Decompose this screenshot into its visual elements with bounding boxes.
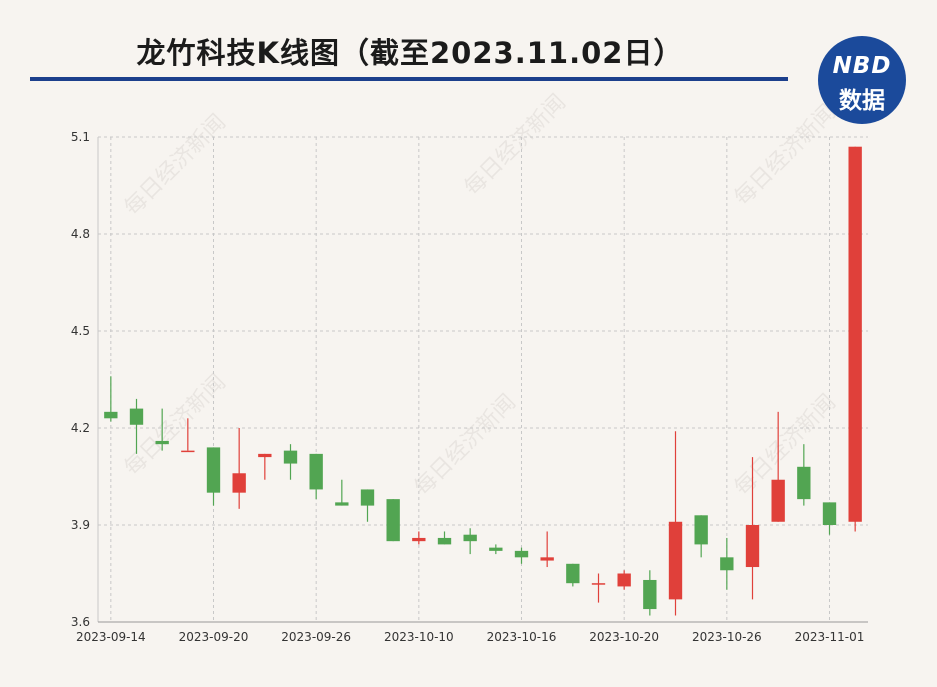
candle-2023-09-25 — [283, 444, 298, 480]
candle-2023-10-23 — [643, 570, 657, 616]
x-tick-label: 2023-09-20 — [179, 630, 249, 644]
title-underline — [30, 77, 788, 81]
candle-2023-09-15 — [129, 398, 144, 454]
candle-body — [694, 515, 708, 545]
candle-body — [617, 573, 631, 587]
candle-body — [155, 440, 169, 445]
candle-2023-10-26 — [720, 537, 734, 590]
chart-title: 龙竹科技K线图（截至2023.11.02日） — [136, 36, 684, 70]
candle-2023-09-28 — [360, 489, 375, 522]
candle-2023-10-09 — [386, 499, 400, 542]
candle-2023-09-18 — [155, 408, 169, 451]
candle-2023-09-21 — [232, 428, 246, 509]
candle-body — [591, 583, 606, 585]
watermark-text: 每日经济新闻 — [730, 100, 841, 211]
candle-2023-10-30 — [771, 411, 785, 522]
x-tick-label: 2023-10-26 — [692, 630, 762, 644]
candle-body — [668, 521, 683, 600]
candle-body — [129, 408, 144, 425]
x-tick-label: 2023-11-01 — [795, 630, 865, 644]
candle-2023-10-18 — [566, 563, 580, 587]
candle-2023-11-02 — [848, 146, 862, 532]
candle-body — [386, 499, 400, 542]
candle-2023-10-11 — [437, 531, 452, 545]
candle-body — [463, 534, 477, 542]
logo-line1: NBD — [832, 53, 892, 79]
x-tick-label: 2023-10-10 — [384, 630, 454, 644]
candle-body — [335, 502, 349, 506]
candle-body — [797, 466, 811, 500]
candle-body — [206, 447, 221, 493]
candle-body — [181, 450, 195, 453]
candle-body — [309, 453, 323, 490]
candle-body — [283, 450, 298, 464]
grid-lines — [97, 136, 868, 623]
y-tick-label: 3.9 — [71, 518, 90, 532]
y-axis-ticks: 3.6 3.9 4.2 4.5 4.8 5.1 — [71, 130, 90, 629]
candle-body — [540, 557, 554, 561]
candle-2023-10-16 — [514, 547, 529, 564]
candle-body — [643, 579, 657, 610]
y-tick-label: 3.6 — [71, 615, 90, 629]
candle-body — [412, 537, 426, 542]
candle-body — [104, 411, 118, 419]
candle-2023-10-25 — [694, 515, 708, 558]
candle-2023-10-19 — [591, 573, 606, 603]
candle-body — [489, 547, 503, 551]
candle-2023-10-12 — [463, 528, 477, 555]
candle-2023-10-17 — [540, 531, 554, 568]
candle-body — [232, 473, 246, 493]
candle-2023-10-13 — [489, 544, 503, 555]
candle-body — [720, 557, 734, 571]
candle-body — [514, 550, 529, 558]
candle-2023-09-19 — [181, 418, 195, 453]
x-axis-ticks: 2023-09-14 2023-09-20 2023-09-26 2023-10-10… — [76, 630, 864, 644]
candle-2023-10-24 — [668, 431, 683, 616]
x-tick-label: 2023-10-20 — [589, 630, 659, 644]
x-tick-label: 2023-09-14 — [76, 630, 146, 644]
y-tick-label: 4.8 — [71, 227, 90, 241]
x-tick-label: 2023-10-16 — [487, 630, 557, 644]
candle-body — [822, 502, 837, 525]
watermark-text: 每日经济新闻 — [120, 110, 231, 221]
watermark-text: 每日经济新闻 — [410, 390, 521, 501]
candle-body — [258, 453, 272, 458]
candle-body — [566, 563, 580, 584]
candle-2023-10-20 — [617, 570, 631, 590]
candle-2023-09-27 — [335, 479, 349, 506]
candle-2023-10-10 — [412, 531, 426, 545]
candle-2023-10-31 — [797, 444, 811, 506]
candle-body — [745, 525, 760, 568]
candle-body — [437, 537, 452, 545]
candle-body — [360, 489, 375, 506]
candle-2023-09-26 — [309, 453, 323, 500]
candle-2023-09-20 — [206, 447, 221, 506]
watermark-text: 每日经济新闻 — [460, 90, 571, 201]
nbd-logo: NBD 数据 — [818, 36, 906, 124]
x-tick-label: 2023-09-26 — [281, 630, 351, 644]
candle-2023-09-14 — [104, 376, 118, 422]
candle-2023-10-27 — [745, 457, 760, 600]
candle-2023-09-22 — [258, 453, 272, 480]
watermark-text: 每日经济新闻 — [730, 390, 841, 501]
y-tick-label: 4.2 — [71, 421, 90, 435]
y-tick-label: 5.1 — [71, 130, 90, 144]
candle-2023-11-01 — [822, 502, 837, 535]
candles-layer — [104, 146, 862, 616]
candle-body — [848, 146, 862, 522]
logo-line2: 数据 — [839, 88, 885, 114]
candle-body — [771, 479, 785, 522]
y-tick-label: 4.5 — [71, 324, 90, 338]
